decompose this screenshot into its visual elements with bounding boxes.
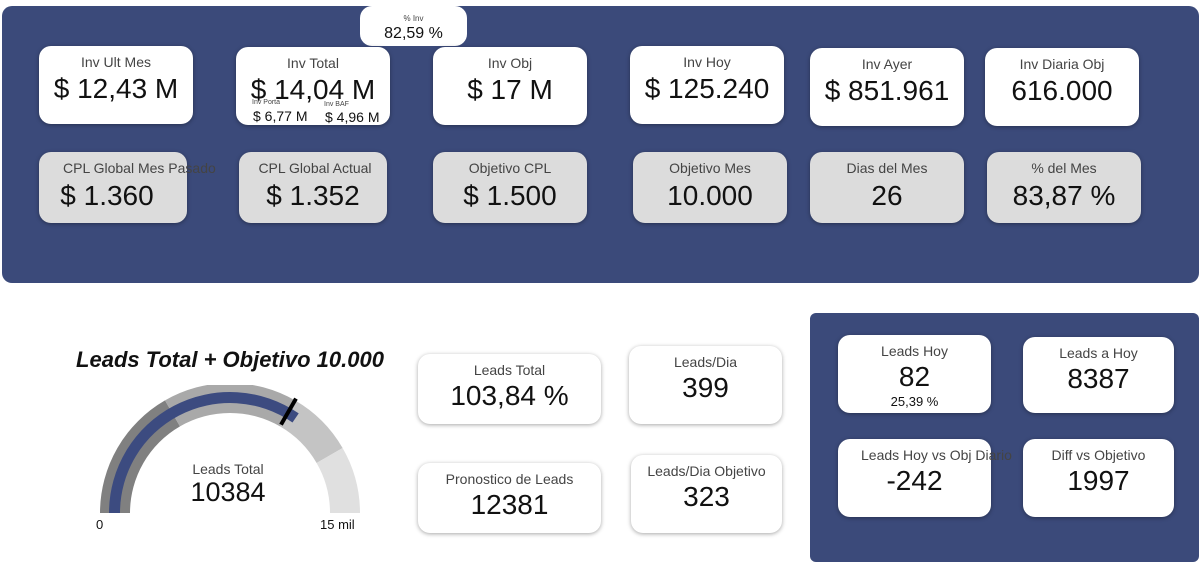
pct-inv-label: % Inv	[403, 14, 424, 23]
pct-inv-value: 82,59 %	[384, 25, 443, 42]
inv-ayer-card: Inv Ayer $ 851.961	[810, 48, 964, 126]
pronostico-value: 12381	[470, 489, 549, 520]
diff-vs-obj-label: Diff vs Objetivo	[1051, 447, 1146, 463]
leads-total-pct-card: Leads Total 103,84 %	[418, 354, 601, 424]
leads-dia-value: 399	[682, 372, 729, 403]
inv-baf-value: $ 4,96 M	[325, 109, 380, 125]
objetivo-cpl-value: $ 1.500	[463, 180, 557, 211]
leads-a-hoy-card: Leads a Hoy 8387	[1023, 337, 1174, 413]
inv-total-card: Inv Total $ 14,04 M Inv Porta $ 6,77 M I…	[236, 47, 390, 125]
inv-obj-value: $ 17 M	[467, 74, 553, 105]
gauge-value: 10384	[190, 477, 266, 507]
leads-gauge	[100, 385, 360, 513]
cpl-actual-card: CPL Global Actual $ 1.352	[239, 152, 387, 223]
cpl-actual-value: $ 1.352	[266, 180, 360, 211]
leads-total-pct-label: Leads Total	[473, 362, 546, 378]
inv-diaria-obj-label: Inv Diaria Obj	[1019, 56, 1105, 72]
cpl-mes-pasado-card: CPL Global Mes Pasado $ 1.360	[39, 152, 216, 223]
leads-hoy-card: Leads Hoy 82 25,39 %	[838, 335, 991, 413]
pct-mes-label: % del Mes	[1031, 160, 1097, 176]
leads-a-hoy-value: 8387	[1067, 363, 1130, 394]
cpl-actual-label: CPL Global Actual	[258, 160, 372, 176]
cpl-mes-pasado-label: CPL Global Mes Pasado	[63, 160, 216, 176]
objetivo-mes-card: Objetivo Mes 10.000	[633, 152, 787, 223]
objetivo-cpl-label: Objetivo CPL	[468, 160, 552, 176]
gauge-label: Leads Total	[192, 461, 264, 477]
inv-ult-mes-value: $ 12,43 M	[53, 73, 179, 104]
dias-mes-label: Dias del Mes	[846, 160, 928, 176]
inv-baf-label: Inv BAF	[324, 101, 349, 108]
inv-hoy-label: Inv Hoy	[683, 54, 731, 70]
gauge-band-2	[165, 385, 295, 427]
inv-diaria-obj-card: Inv Diaria Obj 616.000	[985, 48, 1139, 126]
gauge-min-label: 0	[96, 517, 104, 532]
dias-mes-value: 26	[871, 180, 903, 211]
inv-obj-label: Inv Obj	[487, 55, 533, 71]
hoy-vs-obj-value: -242	[886, 465, 943, 496]
leads-dia-obj-value: 323	[683, 481, 730, 512]
leads-dia-obj-label: Leads/Dia Objetivo	[647, 463, 766, 479]
inv-porta-value: $ 6,77 M	[253, 108, 308, 124]
diff-vs-obj-value: 1997	[1067, 465, 1130, 496]
objetivo-mes-value: 10.000	[667, 180, 753, 211]
hoy-vs-obj-card: Leads Hoy vs Obj Diario -242	[838, 439, 1012, 517]
leads-hoy-value: 82	[898, 361, 931, 392]
inv-hoy-value: $ 125.240	[644, 73, 770, 104]
pronostico-label: Pronostico de Leads	[445, 471, 574, 487]
leads-dia-label: Leads/Dia	[673, 354, 738, 370]
leads-dia-card: Leads/Dia 399	[629, 346, 782, 424]
inv-total-value: $ 14,04 M	[250, 74, 376, 105]
gauge-value-arc	[109, 392, 299, 513]
inv-porta-label: Inv Porta	[252, 99, 281, 106]
objetivo-mes-label: Objetivo Mes	[669, 160, 751, 176]
pct-mes-card: % del Mes 83,87 %	[987, 152, 1141, 223]
inv-ult-mes-label: Inv Ult Mes	[80, 54, 151, 70]
gauge-target-marker	[279, 397, 298, 426]
hoy-vs-obj-label: Leads Hoy vs Obj Diario	[861, 447, 1012, 463]
inv-ult-mes-card: Inv Ult Mes $ 12,43 M	[39, 46, 193, 124]
gauge-max-label: 15 mil	[320, 517, 355, 532]
pronostico-card: Pronostico de Leads 12381	[418, 463, 601, 533]
objetivo-cpl-card: Objetivo CPL $ 1.500	[433, 152, 587, 223]
leads-hoy-sub: 25,39 %	[890, 394, 939, 409]
inv-ayer-value: $ 851.961	[824, 75, 950, 106]
inv-total-label: Inv Total	[287, 55, 339, 71]
inv-hoy-card: Inv Hoy $ 125.240	[630, 46, 784, 124]
dias-mes-card: Dias del Mes 26	[810, 152, 964, 223]
gauge-band-4	[316, 448, 360, 513]
inv-diaria-obj-value: 616.000	[1011, 75, 1113, 106]
inv-ayer-label: Inv Ayer	[861, 56, 913, 72]
leads-total-pct-value: 103,84 %	[450, 380, 569, 411]
pct-inv-badge: % Inv 82,59 %	[360, 6, 467, 46]
cpl-mes-pasado-value: $ 1.360	[60, 180, 154, 211]
inv-obj-card: Inv Obj $ 17 M	[433, 47, 587, 125]
pct-mes-value: 83,87 %	[1012, 180, 1116, 211]
leads-hoy-label: Leads Hoy	[881, 343, 948, 359]
gauge-title: Leads Total + Objetivo 10.000	[76, 347, 384, 372]
diff-vs-obj-card: Diff vs Objetivo 1997	[1023, 439, 1174, 517]
leads-dia-obj-card: Leads/Dia Objetivo 323	[631, 455, 782, 533]
leads-a-hoy-label: Leads a Hoy	[1059, 345, 1138, 361]
